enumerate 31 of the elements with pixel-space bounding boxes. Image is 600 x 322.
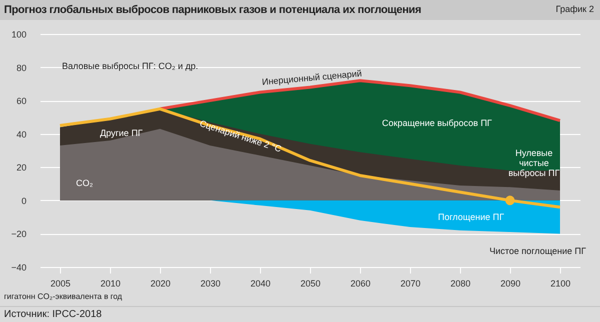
y-tick-label: −40 (11, 262, 26, 272)
y-tick-label: 100 (11, 30, 26, 40)
chart-title: Прогноз глобальных выбросов парниковых газов и потенциала их поглощения (4, 4, 422, 16)
y-tick-label: 80 (16, 62, 26, 73)
annotation: Другие ПГ (100, 128, 143, 138)
annotation: Инерционный сценарий (262, 68, 362, 87)
y-tick-label: 20 (16, 162, 26, 173)
annotation: Валовые выбросы ПГ: CO₂ и др. (62, 61, 198, 71)
annotation: CO₂ (76, 178, 93, 188)
annotation: Нулевые чистые выбросы ПГ (507, 148, 561, 178)
annotation: Чистое поглощение ПГ (489, 246, 586, 256)
x-tick-label: 2005 (50, 278, 71, 288)
x-tick-label: 2010 (100, 278, 121, 288)
y-tick-label: −20 (11, 229, 26, 240)
y-tick-label: 60 (16, 96, 26, 106)
text: гигатонн CO₂-эквивалента в год (4, 292, 122, 302)
x-tick-label: 2100 (550, 278, 571, 288)
x-tick-label: 2080 (450, 278, 471, 288)
x-tick-label: 2070 (400, 278, 421, 288)
x-tick-label: 2030 (200, 278, 221, 288)
y-tick-label: 0 (21, 196, 26, 206)
x-tick-label: 2020 (150, 278, 171, 288)
y-tick-label: 40 (16, 129, 26, 140)
chart-subtitle: График 2 (556, 4, 594, 14)
text: Источник: IPCC-2018 (4, 309, 102, 320)
annotation: Сокращение выбросов ПГ (382, 118, 492, 128)
x-tick-label: 2050 (300, 278, 321, 288)
annotation: Поглощение ПГ (438, 212, 504, 222)
x-tick-label: 2060 (350, 278, 371, 288)
x-tick-label: 2040 (250, 278, 271, 288)
x-tick-label: 2090 (500, 278, 521, 288)
